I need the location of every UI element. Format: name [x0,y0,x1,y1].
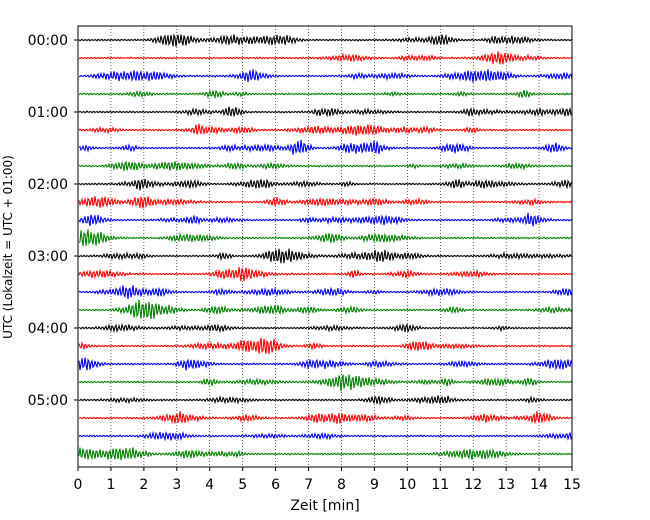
seismogram-trace [78,374,573,392]
seismogram-trace [78,212,573,227]
y-tick-label: 01:00 [28,105,68,121]
x-tick-label: 1 [106,477,115,493]
y-tick-label: 00:00 [28,33,68,49]
seismogram-traces [78,33,573,461]
seismogram-trace [78,123,573,136]
y-tick-label: 04:00 [28,321,68,337]
x-tick-label: 3 [172,477,181,493]
seismogram-trace [78,267,573,282]
y-axis-label: UTC (Lokalzeit = UTC + 01:00) [1,155,15,339]
seismogram-trace [78,178,573,191]
seismogram-trace [78,89,573,100]
x-tick-label: 12 [464,477,482,493]
seismogram-trace [78,337,573,355]
seismogram-trace [78,248,573,264]
seismogram-trace [78,299,573,320]
x-tick-label: 14 [530,477,548,493]
x-tick-label: 6 [271,477,280,493]
x-tick-label: 11 [431,477,449,493]
seismogram-trace [78,106,573,118]
x-axis-label: Zeit [min] [290,498,359,514]
seismogram-trace [78,411,573,425]
seismogram-trace [78,33,573,47]
x-axis-ticks: 0 1 2 3 4 5 6 7 8 9 10 11 12 13 14 15 [74,467,581,493]
x-tick-label: 2 [139,477,148,493]
seismogram-trace [78,322,573,334]
seismogram-trace [78,430,573,442]
x-tick-label: 13 [497,477,515,493]
x-tick-label: 9 [370,477,379,493]
x-tick-label: 15 [563,477,581,493]
seismogram-trace [78,394,573,406]
y-axis-ticks: 00:00 01:00 02:00 03:00 04:00 05:00 [28,33,78,409]
y-tick-label: 05:00 [28,393,68,409]
x-tick-label: 10 [398,477,416,493]
seismogram-trace [78,160,573,171]
x-tick-label: 5 [238,477,247,493]
seismogram-trace [78,139,573,155]
seismogram-trace [78,195,573,209]
x-tick-label: 4 [205,477,214,493]
x-tick-label: 8 [337,477,346,493]
seismogram-trace [78,229,573,246]
seismogram-trace [78,69,573,83]
plot-frame [77,25,573,468]
seismogram-trace [78,51,573,65]
seismogram-trace [78,357,573,371]
y-tick-label: 02:00 [28,177,68,193]
seismogram-trace [78,285,573,300]
x-tick-label: 0 [74,477,83,493]
x-tick-label: 7 [304,477,313,493]
seismogram-trace [78,447,573,461]
y-tick-label: 03:00 [28,249,68,265]
